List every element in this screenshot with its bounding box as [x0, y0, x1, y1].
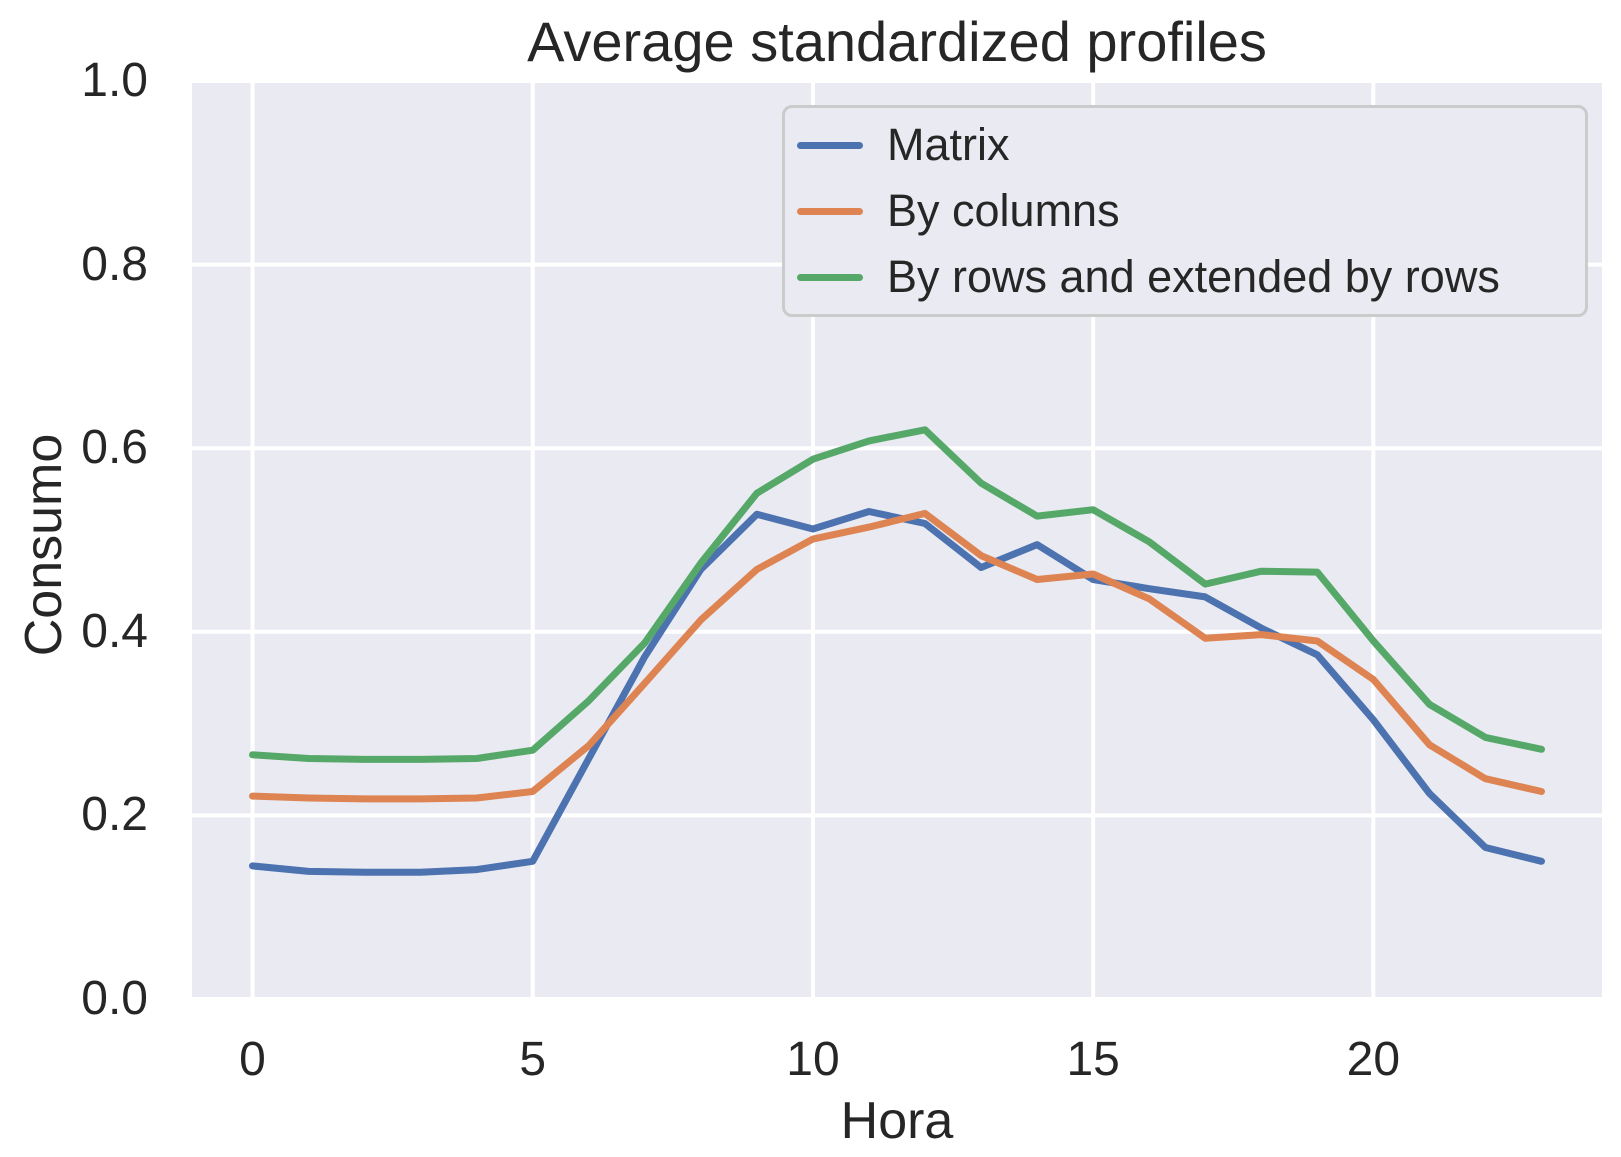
legend-item: Matrix — [797, 112, 1585, 178]
y-tick-label: 0.6 — [81, 421, 148, 475]
y-tick-label: 0.4 — [81, 604, 148, 658]
legend-label: By rows and extended by rows — [887, 251, 1500, 302]
y-tick-label: 1.0 — [81, 54, 148, 107]
y-tick-label: 0.8 — [81, 237, 148, 291]
legend-item: By rows and extended by rows — [797, 244, 1585, 310]
legend-line-sample — [797, 273, 863, 281]
x-tick-label: 20 — [1346, 1033, 1401, 1086]
x-tick-label: 5 — [519, 1033, 547, 1086]
y-tick-label: 0.0 — [81, 972, 148, 1025]
legend-item: By columns — [797, 178, 1585, 244]
legend-line-sample — [797, 207, 863, 215]
legend-line-sample — [797, 141, 863, 149]
y-tick-label: 0.2 — [81, 788, 148, 842]
x-tick-label: 0 — [239, 1033, 266, 1086]
x-tick-label: 15 — [1066, 1033, 1120, 1086]
chart-title: Average standardized profiles — [527, 10, 1267, 73]
legend-label: Matrix — [887, 119, 1010, 170]
x-tick-label: 10 — [786, 1033, 840, 1086]
legend: Matrix By columns By rows and extended by … — [782, 105, 1588, 317]
legend-label: By columns — [887, 185, 1120, 236]
x-axis-label: Hora — [840, 1092, 954, 1150]
series-line-by-columns — [249, 509, 1545, 803]
series-line-by-rows-and-extended-by-rows — [249, 426, 1545, 763]
